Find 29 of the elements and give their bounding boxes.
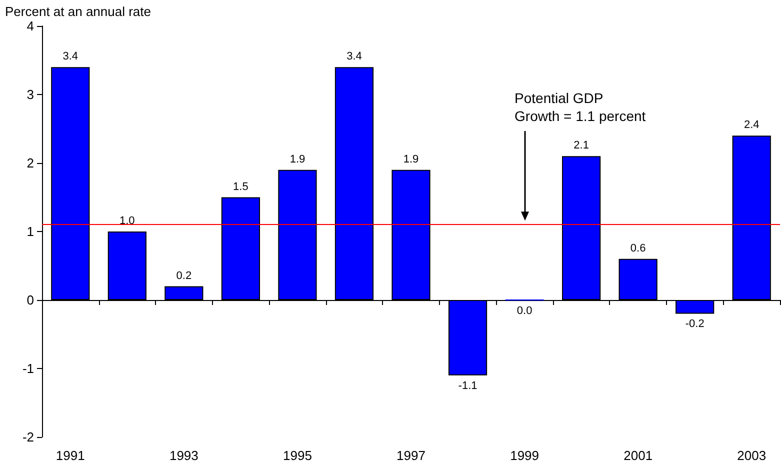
data-label: 1.0 xyxy=(120,215,135,227)
data-label: 2.4 xyxy=(744,119,760,132)
y-tick-label: 2 xyxy=(26,156,34,170)
y-axis-title: Percent at an annual rate xyxy=(5,4,151,19)
data-label: 0.2 xyxy=(176,270,192,282)
y-tick-label: 4 xyxy=(26,18,34,34)
x-tick-label: 2003 xyxy=(737,448,766,463)
data-label: 3.4 xyxy=(62,50,78,63)
data-label: -1.1 xyxy=(458,380,478,392)
x-tick-label: 2001 xyxy=(624,448,653,463)
y-tick-label: -2 xyxy=(22,430,34,444)
annotation: Potential GDP Growth = 1.1 percent xyxy=(514,89,646,126)
data-label: 3.4 xyxy=(346,50,362,63)
data-label: 1.5 xyxy=(233,180,248,193)
data-label: 1.9 xyxy=(403,153,419,166)
data-label: 0.0 xyxy=(516,305,532,317)
y-tick-label: 3 xyxy=(26,87,34,102)
data-label: 2.1 xyxy=(574,140,589,152)
y-tick-label: 0 xyxy=(26,292,34,308)
x-tick-label: 1993 xyxy=(169,448,198,463)
x-tick-label: 1997 xyxy=(396,448,426,463)
x-tick-label: 1999 xyxy=(510,448,539,463)
data-label: -0.2 xyxy=(685,318,704,330)
data-label: 0.6 xyxy=(630,242,646,254)
y-tick-label: 1 xyxy=(26,224,34,239)
y-tick-label: -1 xyxy=(22,361,34,376)
x-tick-label: 1995 xyxy=(283,448,312,463)
x-tick-label: 1991 xyxy=(56,448,85,463)
data-label: 1.9 xyxy=(290,153,306,166)
